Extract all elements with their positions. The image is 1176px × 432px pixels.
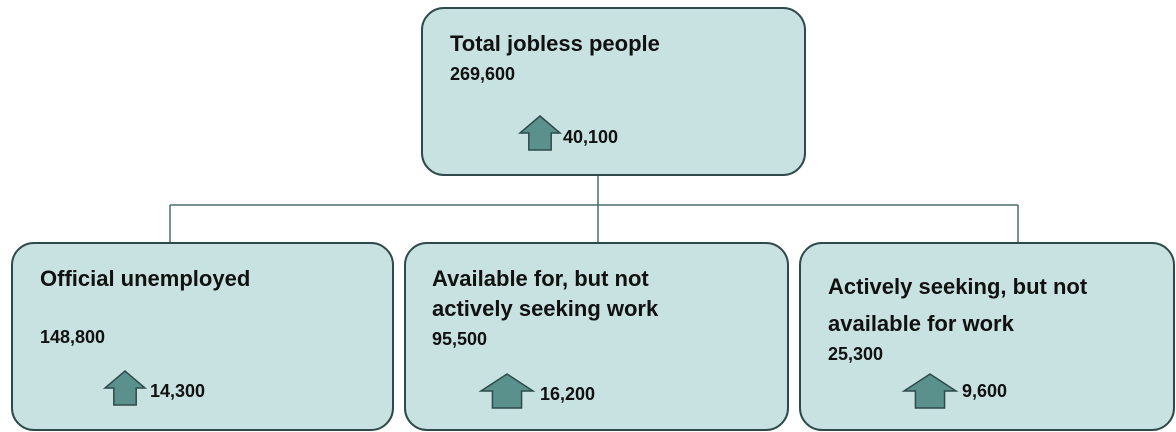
node-change: 40,100 — [563, 127, 618, 147]
node-label: Official unemployed — [40, 266, 250, 291]
node-box — [421, 7, 806, 176]
node-value: 269,600 — [450, 64, 515, 84]
node-change: 16,200 — [540, 384, 595, 404]
node-value: 148,800 — [40, 327, 105, 347]
connectors — [169, 175, 1019, 243]
up-arrow — [901, 373, 959, 409]
node-value: 25,300 — [828, 344, 883, 364]
node-label: available for work — [828, 311, 1015, 336]
up-arrow — [478, 373, 536, 409]
node-box — [799, 242, 1175, 431]
node-change: 14,300 — [150, 381, 205, 401]
up-arrow — [517, 115, 563, 151]
up-arrow — [102, 370, 148, 406]
node-label: actively seeking work — [432, 296, 659, 321]
node-box — [11, 242, 394, 431]
node-label: Total jobless people — [450, 31, 660, 56]
node-value: 95,500 — [432, 329, 487, 349]
node-label: Actively seeking, but not — [828, 274, 1088, 299]
node-label: Available for, but not — [432, 266, 649, 291]
node-change: 9,600 — [962, 381, 1007, 401]
